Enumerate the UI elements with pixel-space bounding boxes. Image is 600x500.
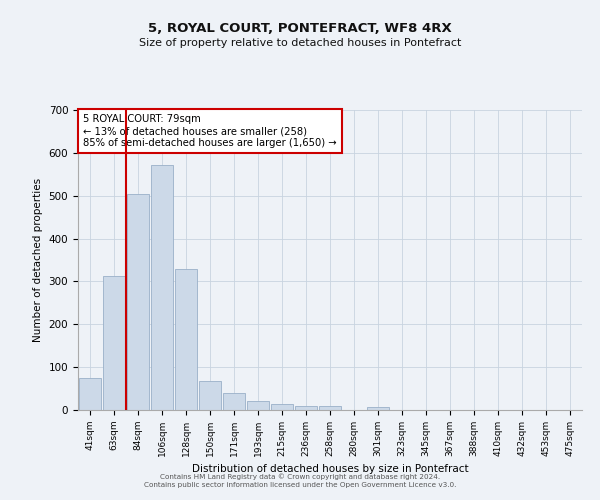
Bar — [103, 276, 125, 410]
Bar — [127, 194, 149, 410]
Bar — [175, 270, 197, 410]
Text: Contains HM Land Registry data © Crown copyright and database right 2024.
Contai: Contains HM Land Registry data © Crown c… — [144, 474, 456, 488]
Bar — [223, 393, 245, 410]
Bar — [295, 406, 317, 410]
Bar — [151, 165, 173, 410]
Bar — [199, 381, 221, 410]
Bar — [247, 402, 269, 410]
Y-axis label: Number of detached properties: Number of detached properties — [33, 178, 43, 342]
Text: Size of property relative to detached houses in Pontefract: Size of property relative to detached ho… — [139, 38, 461, 48]
X-axis label: Distribution of detached houses by size in Pontefract: Distribution of detached houses by size … — [191, 464, 469, 474]
Text: 5, ROYAL COURT, PONTEFRACT, WF8 4RX: 5, ROYAL COURT, PONTEFRACT, WF8 4RX — [148, 22, 452, 36]
Text: 5 ROYAL COURT: 79sqm
← 13% of detached houses are smaller (258)
85% of semi-deta: 5 ROYAL COURT: 79sqm ← 13% of detached h… — [83, 114, 337, 148]
Bar — [367, 406, 389, 410]
Bar — [271, 404, 293, 410]
Bar — [319, 406, 341, 410]
Bar — [79, 378, 101, 410]
